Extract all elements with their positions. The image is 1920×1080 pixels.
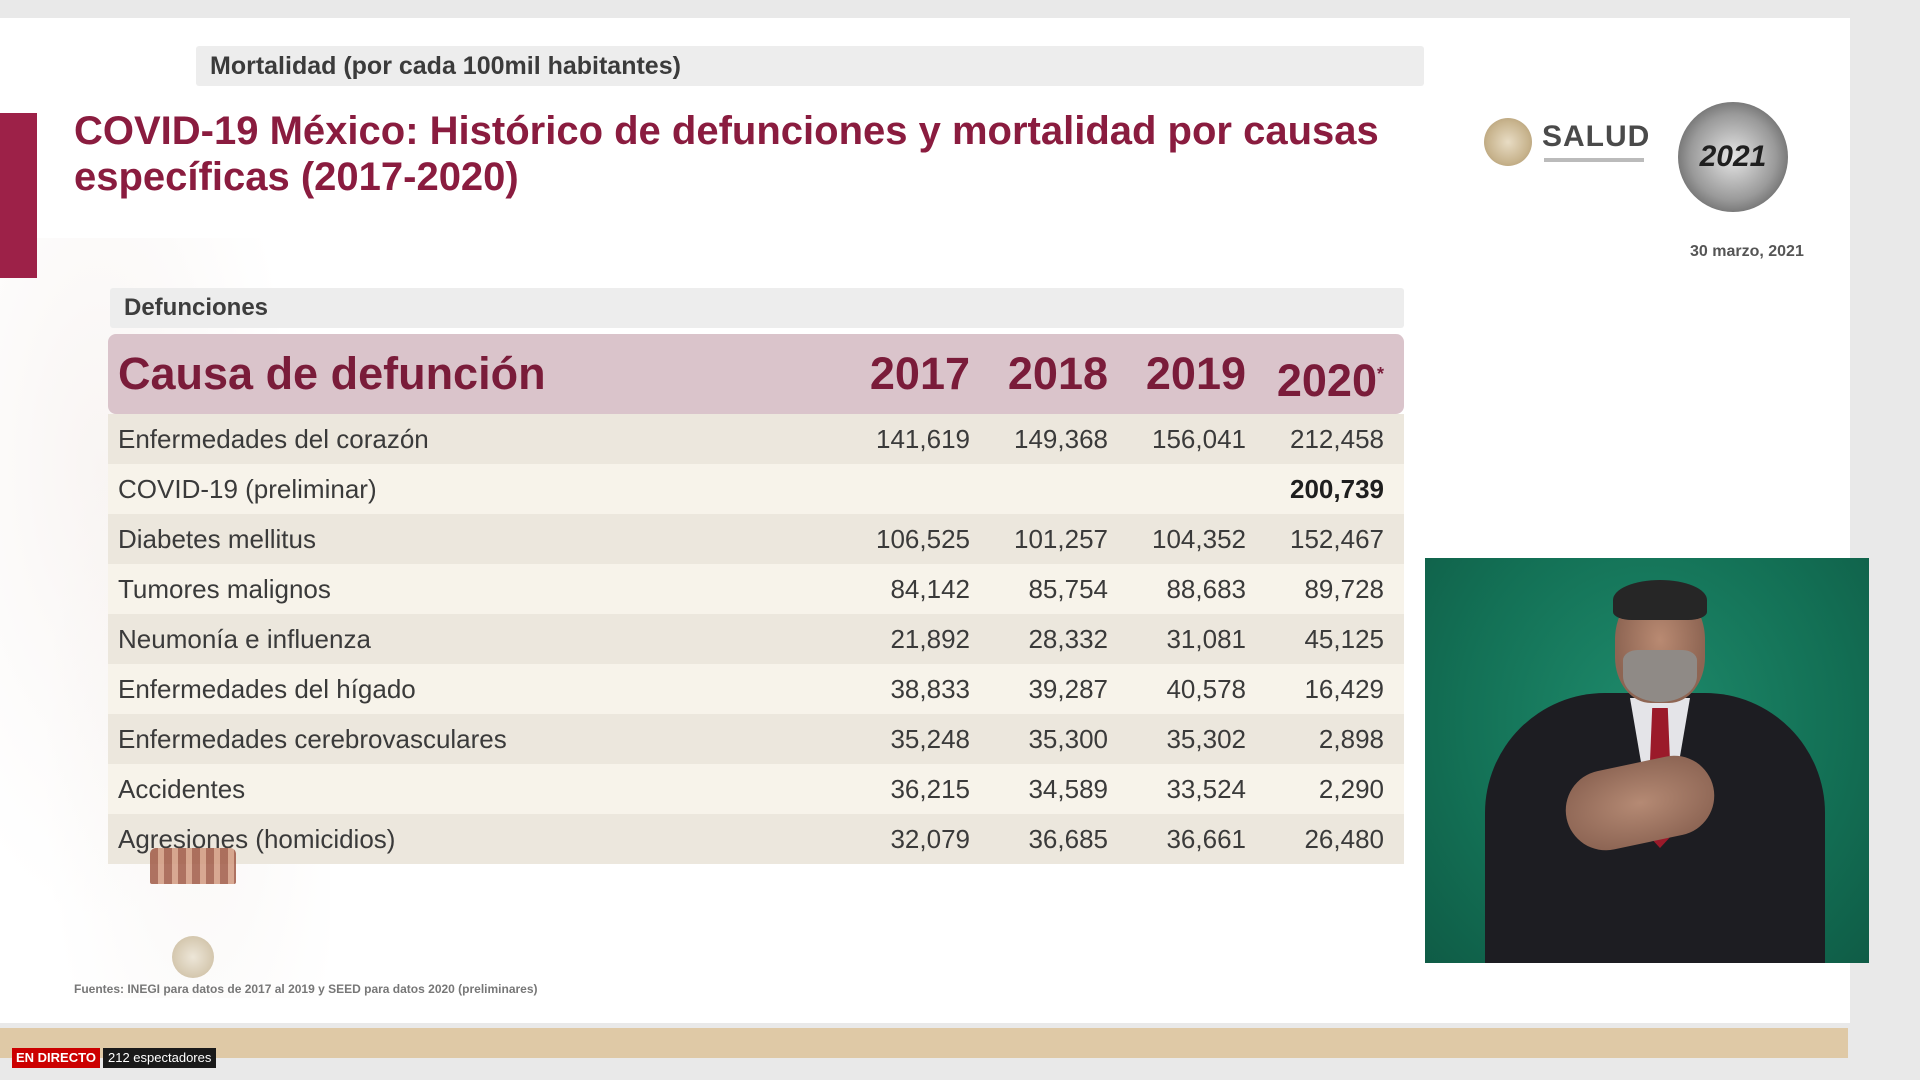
sources-footnote: Fuentes: INEGI para datos de 2017 al 201…: [74, 982, 538, 996]
table-row: Agresiones (homicidios) 32,079 36,685 36,66…: [108, 814, 1404, 864]
slide-title: COVID-19 México: Histórico de defuncione…: [74, 109, 1379, 199]
value-cell-2020: 200,739: [1290, 474, 1384, 504]
government-seal-icon: [1484, 118, 1532, 166]
value-cell-2020: 2,290: [1318, 774, 1384, 804]
cause-cell: Enfermedades cerebrovasculares: [118, 724, 507, 754]
emblem-ring-icon: [1678, 102, 1788, 212]
value-cell-2019: 88,683: [1166, 574, 1246, 604]
value-cell-2018: 36,685: [1028, 824, 1108, 854]
table-row: Accidentes 36,215 34,589 33,524 2,290: [108, 764, 1404, 814]
cause-cell: Accidentes: [118, 774, 246, 804]
cause-cell: COVID-19 (preliminar): [118, 474, 377, 504]
header-cause: Causa de defunción: [118, 348, 546, 399]
value-cell-2017: 21,892: [890, 624, 970, 654]
table-row: Neumonía e influenza 21,892 28,332 31,081 45…: [108, 614, 1404, 664]
value-cell-2019: 36,661: [1166, 824, 1246, 854]
table-header: Causa de defunción 2017 2018 2019 2020*: [108, 334, 1404, 414]
table-row: Enfermedades del corazón 141,619 149,368 15…: [108, 414, 1404, 464]
value-cell-2017: 38,833: [890, 674, 970, 704]
emblem-year: 2021: [1699, 140, 1767, 173]
value-cell-2017: 35,248: [890, 724, 970, 754]
value-cell-2020: 212,458: [1290, 424, 1384, 454]
cause-cell: Diabetes mellitus: [118, 524, 316, 554]
accent-bar: [0, 113, 37, 278]
mortality-table: Causa de defunción 2017 2018 2019 2020* …: [108, 334, 1404, 864]
bottom-stripe: [0, 1028, 1848, 1058]
value-cell-2019: 31,081: [1166, 624, 1246, 654]
table-row: Tumores malignos 84,142 85,754 88,683 89,728: [108, 564, 1404, 614]
cause-cell: Enfermedades del corazón: [118, 424, 429, 454]
value-cell-2019: 104,352: [1152, 524, 1246, 554]
cause-cell: Enfermedades del hígado: [118, 674, 416, 704]
header-year-2017: 2017: [869, 348, 970, 399]
value-cell-2019: 40,578: [1166, 674, 1246, 704]
sign-language-interpreter-video: [1425, 558, 1869, 963]
presentation-slide: Mortalidad (por cada 100mil habitantes) …: [0, 18, 1850, 1023]
table-row: Enfermedades cerebrovasculares 35,248 35,3…: [108, 714, 1404, 764]
value-cell-2018: 39,287: [1028, 674, 1108, 704]
value-cell-2018: 34,589: [1028, 774, 1108, 804]
header-year-2019: 2019: [1145, 348, 1246, 399]
interpreter-hair: [1613, 580, 1707, 620]
value-cell-2020: 152,467: [1290, 524, 1384, 554]
bottom-emblem: [150, 848, 240, 978]
value-cell-2017: 32,079: [890, 824, 970, 854]
value-cell-2020: 26,480: [1304, 824, 1384, 854]
cause-cell: Neumonía e influenza: [118, 624, 371, 654]
section-label: Defunciones: [110, 288, 1404, 328]
value-cell-2019: 33,524: [1166, 774, 1246, 804]
header-year-2020: 2020*: [1276, 355, 1384, 406]
live-badge: EN DIRECTO: [12, 1048, 100, 1068]
slide-subtitle: Mortalidad (por cada 100mil habitantes): [196, 46, 1424, 86]
slide-date: 30 marzo, 2021: [1690, 243, 1804, 260]
value-cell-2018: 101,257: [1014, 524, 1108, 554]
bottom-seal-icon: [172, 936, 214, 978]
value-cell-2017: 106,525: [876, 524, 970, 554]
interpreter-beard: [1623, 650, 1697, 702]
header-year-2018: 2018: [1007, 348, 1108, 399]
value-cell-2017: 141,619: [876, 424, 970, 454]
table-row: Enfermedades del hígado 38,833 39,287 40,57…: [108, 664, 1404, 714]
value-cell-2020: 45,125: [1304, 624, 1384, 654]
emblem-2021: 2021: [1678, 82, 1790, 222]
viewer-count: 212 espectadores: [103, 1048, 217, 1068]
salud-logo: SALUD: [1484, 114, 1654, 174]
heroes-figures-icon: [150, 848, 236, 884]
salud-logo-text: SALUD: [1542, 120, 1651, 153]
value-cell-2018: 28,332: [1028, 624, 1108, 654]
value-cell-2019: 156,041: [1152, 424, 1246, 454]
value-cell-2020: 89,728: [1304, 574, 1384, 604]
table-body: Enfermedades del corazón 141,619 149,368 15…: [108, 414, 1404, 864]
value-cell-2017: 84,142: [890, 574, 970, 604]
value-cell-2018: 35,300: [1028, 724, 1108, 754]
table-row: Diabetes mellitus 106,525 101,257 104,352 15…: [108, 514, 1404, 564]
table-row: COVID-19 (preliminar) 200,739: [108, 464, 1404, 514]
cause-cell: Tumores malignos: [118, 574, 331, 604]
value-cell-2017: 36,215: [890, 774, 970, 804]
value-cell-2018: 149,368: [1014, 424, 1108, 454]
value-cell-2018: 85,754: [1028, 574, 1108, 604]
salud-logo-underline: [1544, 158, 1644, 162]
value-cell-2019: 35,302: [1166, 724, 1246, 754]
value-cell-2020: 16,429: [1304, 674, 1384, 704]
value-cell-2020: 2,898: [1318, 724, 1384, 754]
